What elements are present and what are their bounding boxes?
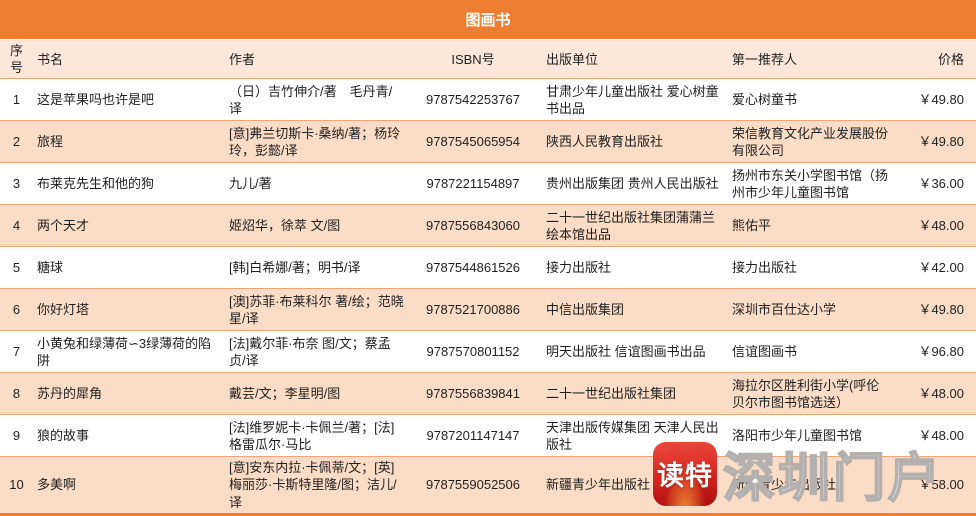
- column-header-num: 序号: [9, 43, 23, 76]
- table-header-row: 序号 书名 作者 ISBN号 出版单位 第一推荐人 价格: [0, 40, 976, 79]
- cell-publisher: 天津出版传媒集团 天津人民出版社: [546, 419, 719, 452]
- cell-isbn: 9787542253767: [426, 92, 520, 108]
- watermark: 读特 深圳门户: [653, 436, 943, 511]
- table-header: 序号 书名 作者 ISBN号 出版单位 第一推荐人 价格: [0, 40, 976, 79]
- watermark-site-text: 深圳门户: [722, 449, 944, 509]
- column-header-recommender: 第一推荐人: [732, 51, 798, 67]
- cell-publisher: 中信出版集团: [546, 302, 625, 318]
- cell-author: [意]弗兰切斯卡·桑纳/著；杨玲玲，彭懿/译: [229, 125, 401, 158]
- table-row: 4 两个天才 姬炤华，徐萃 文/图 9787556843060 二十一世纪出版社集团蒲蒲…: [0, 204, 976, 247]
- table-row: 9 狼的故事 [法]维罗妮卡·卡佩兰/著；[法]格雷瓜尔·马比 97872011471…: [0, 414, 976, 457]
- cell-isbn: 9787545065954: [426, 134, 520, 150]
- book-table: 序号 书名 作者 ISBN号 出版单位 第一推荐人 价格 1 这是苹果吗也许是吧 （日）吉竹伸介…: [0, 40, 976, 516]
- cell-recommender: 海拉尔区胜利街小学(呼伦贝尔市图书馆选送）: [732, 377, 880, 410]
- cell-publisher: 二十一世纪出版社集团蒲蒲兰绘本馆出品: [546, 209, 716, 242]
- cell-publisher: 二十一世纪出版社集团: [546, 386, 677, 402]
- cell-recommender: 信谊图画书: [732, 344, 798, 360]
- cell-recommender: 新疆青少年出版社: [732, 477, 837, 493]
- cell-price: ￥48.00: [918, 218, 964, 234]
- cell-author: [意]安东内拉·卡佩蒂/文；[英]梅丽莎·卡斯特里隆/图；洁儿/译: [229, 460, 397, 510]
- cell-publisher: 新疆青少年出版社: [546, 477, 651, 493]
- cell-price: ￥48.00: [918, 386, 964, 402]
- cell-price: ￥36.00: [918, 176, 964, 192]
- cell-publisher: 贵州出版集团 贵州人民出版社: [546, 176, 719, 192]
- cell-recommender: 爱心树童书: [732, 92, 798, 108]
- cell-isbn: 9787556843060: [426, 218, 520, 234]
- cell-num: 6: [12, 302, 21, 318]
- cell-recommender: 深圳市百仕达小学: [732, 302, 837, 318]
- table-row: 8 苏丹的犀角 戴芸/文；李星明/图 9787556839841 二十一世纪出版社集团 海…: [0, 372, 976, 415]
- column-header-publisher: 出版单位: [546, 51, 599, 67]
- table-row: 3 布莱克先生和他的狗 九儿/著 9787221154897 贵州出版集团 贵州人民出版…: [0, 162, 976, 205]
- cell-price: ￥58.00: [918, 477, 964, 493]
- cell-isbn: 9787559052506: [426, 477, 520, 493]
- cell-title: 苏丹的犀角: [37, 386, 103, 402]
- table-body: 1 这是苹果吗也许是吧 （日）吉竹伸介/著 毛丹青/译 9787542253767 甘肃…: [0, 78, 976, 515]
- cell-price: ￥48.00: [918, 428, 964, 444]
- cell-author: [澳]苏菲·布莱科尔 著/绘；范晓星/译: [229, 293, 404, 326]
- cell-author: 戴芸/文；李星明/图: [229, 386, 341, 402]
- cell-isbn: 9787570801152: [426, 344, 520, 360]
- cell-recommender: 扬州市东关小学图书馆（扬州市少年儿童图书馆: [732, 167, 889, 200]
- cell-recommender: 荣信教育文化产业发展股份有限公司: [732, 125, 889, 158]
- cell-author: （日）吉竹伸介/著 毛丹青/译: [229, 83, 393, 116]
- cell-title: 你好灯塔: [37, 302, 90, 318]
- table-row: 1 这是苹果吗也许是吧 （日）吉竹伸介/著 毛丹青/译 9787542253767 甘肃…: [0, 78, 976, 121]
- cell-price: ￥49.80: [918, 92, 964, 108]
- cell-publisher: 甘肃少年儿童出版社 爱心树童书出品: [546, 83, 719, 116]
- page-title: 图画书: [0, 0, 976, 40]
- cell-price: ￥49.80: [918, 134, 964, 150]
- table-row: 2 旅程 [意]弗兰切斯卡·桑纳/著；杨玲玲，彭懿/译 9787545065954 陕西…: [0, 120, 976, 163]
- cell-title: 两个天才: [37, 218, 90, 234]
- cell-isbn: 9787201147147: [426, 428, 520, 444]
- table-row: 10 多美啊 [意]安东内拉·卡佩蒂/文；[英]梅丽莎·卡斯特里隆/图；洁儿/译 97…: [0, 456, 976, 515]
- cell-num: 7: [12, 344, 21, 360]
- cell-num: 3: [12, 176, 21, 192]
- cell-num: 8: [12, 386, 21, 402]
- cell-recommender: 接力出版社: [732, 260, 798, 276]
- cell-author: 九儿/著: [229, 176, 272, 192]
- cell-title: 多美啊: [37, 477, 77, 493]
- cell-price: ￥42.00: [918, 260, 964, 276]
- cell-author: 姬炤华，徐萃 文/图: [229, 218, 341, 234]
- cell-publisher: 明天出版社 信谊图画书出品: [546, 344, 706, 360]
- cell-num: 2: [12, 134, 21, 150]
- cell-author: [韩]白希娜/著；明书/译: [229, 260, 361, 276]
- cell-num: 9: [12, 428, 21, 444]
- cell-isbn: 9787221154897: [426, 176, 520, 192]
- cell-price: ￥49.80: [918, 302, 964, 318]
- cell-num: 5: [12, 260, 21, 276]
- cell-isbn: 9787556839841: [426, 386, 520, 402]
- cell-price: ￥96.80: [918, 344, 964, 360]
- column-header-title: 书名: [37, 51, 64, 67]
- dute-logo-label: 读特: [657, 461, 713, 491]
- column-header-author: 作者: [229, 51, 256, 67]
- cell-title: 小黄兔和绿薄荷∽3绿薄荷的陷阱: [37, 335, 212, 368]
- cell-title: 这是苹果吗也许是吧: [37, 92, 155, 108]
- cell-publisher: 陕西人民教育出版社: [546, 134, 664, 150]
- table-row: 6 你好灯塔 [澳]苏菲·布莱科尔 著/绘；范晓星/译 9787521700886 中信…: [0, 288, 976, 331]
- column-header-price: 价格: [937, 51, 964, 67]
- cell-title: 狼的故事: [37, 428, 90, 444]
- cell-num: 4: [12, 218, 21, 234]
- table-row: 7 小黄兔和绿薄荷∽3绿薄荷的陷阱 [法]戴尔菲·布奈 图/文；蔡孟贞/译 97875…: [0, 330, 976, 373]
- cell-num: 10: [9, 477, 24, 493]
- cell-isbn: 9787521700886: [426, 302, 520, 318]
- cell-author: [法]维罗妮卡·卡佩兰/著；[法]格雷瓜尔·马比: [229, 419, 395, 452]
- table-row: 5 糖球 [韩]白希娜/著；明书/译 9787544861526 接力出版社 接力出版社 ￥…: [0, 246, 976, 289]
- cell-recommender: 熊佑平: [732, 218, 772, 234]
- cell-publisher: 接力出版社: [546, 260, 612, 276]
- cell-num: 1: [12, 92, 21, 108]
- cell-author: [法]戴尔菲·布奈 图/文；蔡孟贞/译: [229, 335, 391, 368]
- column-header-isbn: ISBN号: [451, 51, 495, 67]
- cell-title: 布莱克先生和他的狗: [37, 176, 155, 192]
- cell-title: 旅程: [37, 134, 64, 150]
- cell-title: 糖球: [37, 260, 64, 276]
- cell-isbn: 9787544861526: [426, 260, 520, 276]
- dute-app-logo-icon: 读特: [653, 441, 717, 506]
- cell-recommender: 洛阳市少年儿童图书馆: [732, 428, 863, 444]
